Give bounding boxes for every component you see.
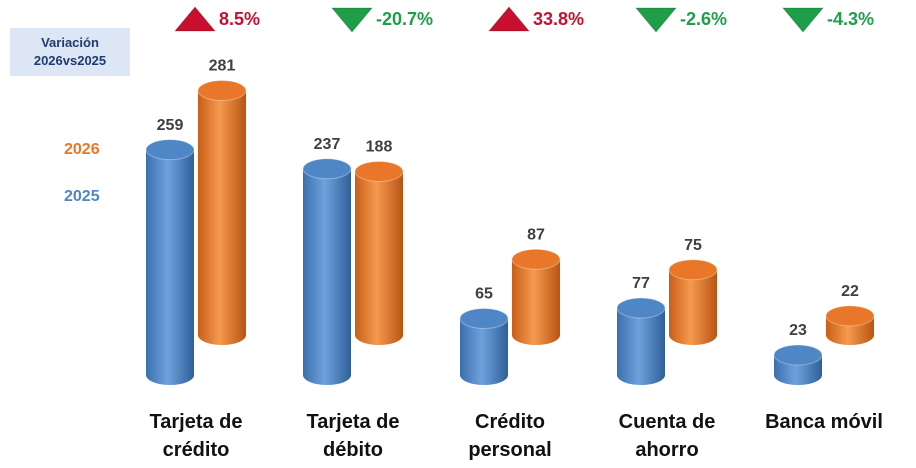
value-label: 22 xyxy=(841,283,859,300)
legend-label: 2026 xyxy=(64,141,100,158)
variation-label: 8.5% xyxy=(219,9,260,29)
cylinder-top xyxy=(302,158,352,180)
cylinder-body xyxy=(198,90,246,345)
cylinder-top xyxy=(773,344,823,366)
cylinder-body xyxy=(303,168,351,385)
category-label: Banca móvil xyxy=(765,411,883,433)
variation-arrow xyxy=(487,6,531,32)
value-label: 87 xyxy=(527,227,545,244)
cylinder-top xyxy=(616,297,666,319)
cylinder-top xyxy=(825,305,875,327)
value-label: 75 xyxy=(684,237,702,254)
legend-label: 2025 xyxy=(64,188,100,205)
cylinder-top xyxy=(511,248,561,270)
category-label: Tarjeta de débito xyxy=(306,411,400,461)
variation-label: -20.7% xyxy=(376,9,433,29)
cylinder-body xyxy=(669,269,717,345)
variation-arrow xyxy=(781,7,825,33)
cylinder-top xyxy=(354,160,404,182)
cylinder-top xyxy=(668,259,718,281)
variation-label: -2.6% xyxy=(680,9,727,29)
cylinder-body xyxy=(617,308,665,385)
cylinder-top xyxy=(197,80,247,102)
cylinder-body xyxy=(355,171,403,345)
cylinder-body xyxy=(460,318,508,385)
value-label: 23 xyxy=(789,322,807,339)
value-label: 65 xyxy=(475,286,493,303)
value-label: 188 xyxy=(366,139,393,156)
value-label: 77 xyxy=(632,275,650,292)
variation-arrow xyxy=(173,6,217,32)
variation-arrow xyxy=(330,7,374,33)
variation-arrow xyxy=(634,7,678,33)
cylinder-top xyxy=(459,307,509,329)
value-label: 281 xyxy=(209,58,236,75)
cylinder-body xyxy=(512,259,560,345)
variation-caption: Variación 2026vs2025 xyxy=(10,28,130,76)
category-label: Cuenta de ahorro xyxy=(618,411,716,461)
variation-label: -4.3% xyxy=(827,9,874,29)
value-label: 237 xyxy=(314,136,341,153)
cylinder-body xyxy=(146,149,194,385)
category-label: Crédito personal xyxy=(468,411,552,461)
cylinder-top xyxy=(145,139,195,161)
variation-label: 33.8% xyxy=(533,9,584,29)
category-label: Tarjeta de crédito xyxy=(149,411,243,461)
value-label: 259 xyxy=(157,117,184,134)
